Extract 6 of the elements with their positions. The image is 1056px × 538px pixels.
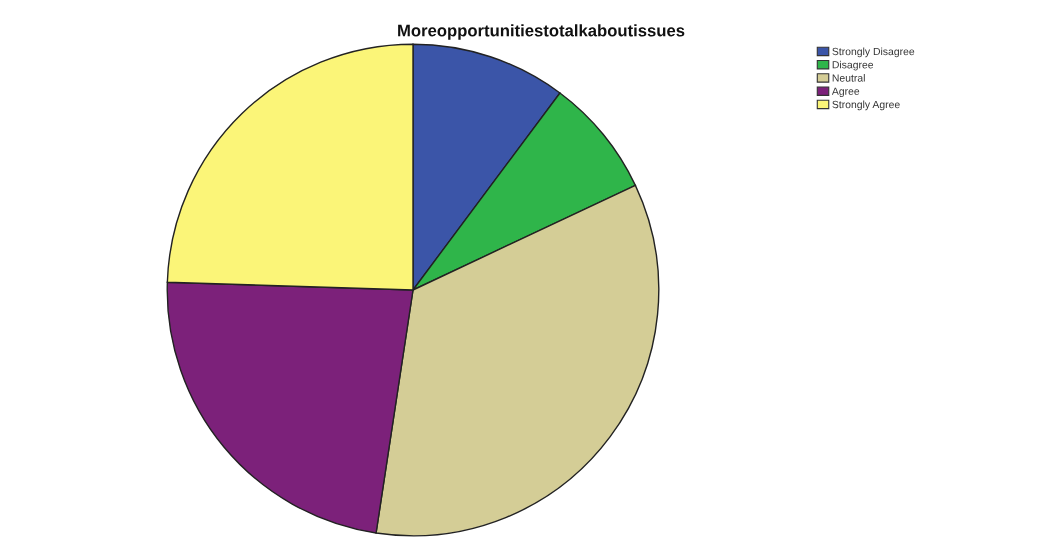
legend-label: Strongly Disagree bbox=[832, 47, 915, 58]
legend-label: Agree bbox=[831, 87, 860, 97]
chart-title: Moreopportunitiestotalkaboutissues bbox=[398, 24, 685, 40]
legend-label: Neutral bbox=[832, 74, 865, 82]
legend-label: Disagree bbox=[832, 60, 874, 71]
legend-label: Strongly Agree bbox=[832, 100, 900, 111]
